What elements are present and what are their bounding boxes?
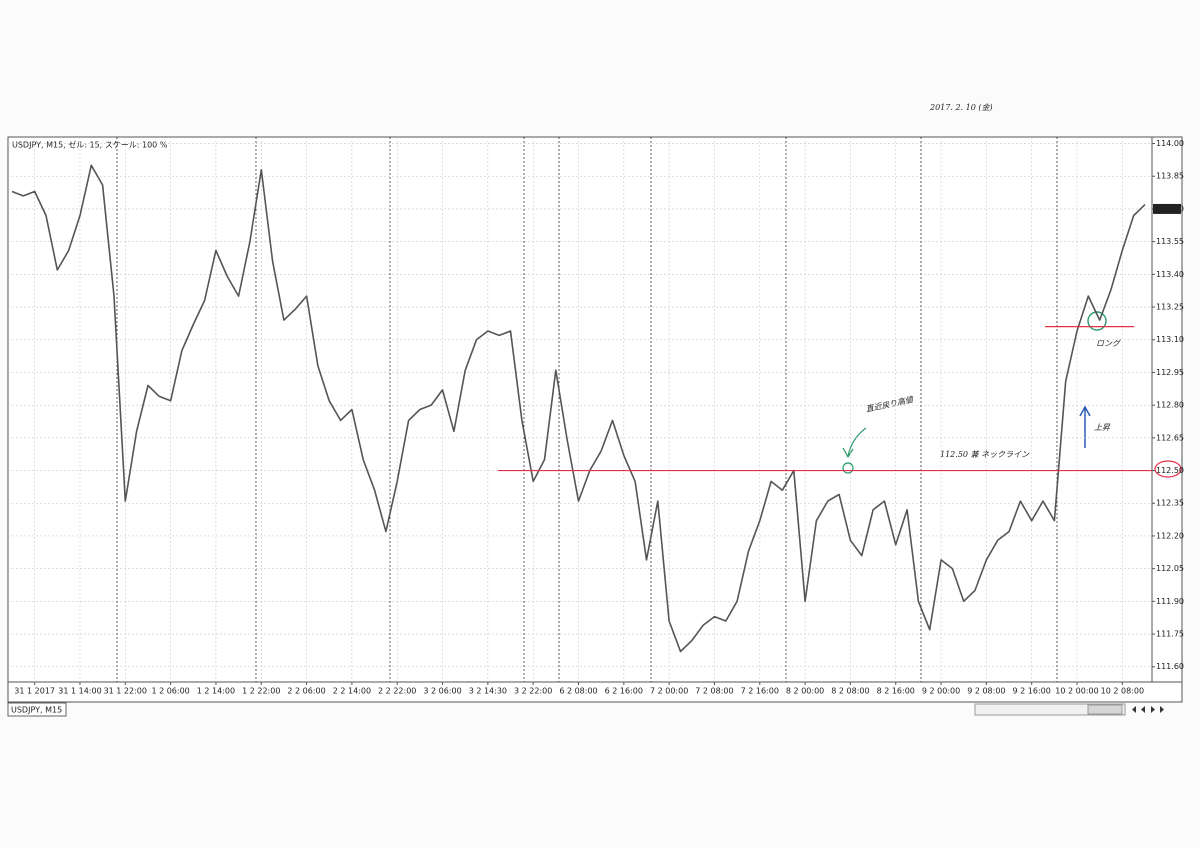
annotation-arrow bbox=[1079, 405, 1091, 448]
annotation-circle bbox=[1087, 311, 1107, 331]
y-tick-label: 113.10 bbox=[1156, 335, 1184, 344]
y-tick-label: 112.35 bbox=[1156, 499, 1184, 508]
x-tick-label: 7 2 00:00 bbox=[650, 687, 688, 696]
y-tick-label: 112.80 bbox=[1156, 401, 1184, 410]
x-tick-label: 7 2 16:00 bbox=[741, 687, 779, 696]
x-tick-label: 2 2 14:00 bbox=[333, 687, 371, 696]
y-tick-label: 111.60 bbox=[1156, 662, 1184, 671]
y-tick-label: 112.50 bbox=[1156, 466, 1184, 475]
y-tick-label: 113.25 bbox=[1156, 303, 1184, 312]
annotation-circle bbox=[842, 462, 854, 474]
x-tick-label: 31 1 14:00 bbox=[58, 687, 101, 696]
x-tick-label: 2 2 22:00 bbox=[378, 687, 416, 696]
x-tick-label: 31 1 22:00 bbox=[104, 687, 147, 696]
x-tick-label: 2 2 06:00 bbox=[287, 687, 325, 696]
scroll-buttons[interactable] bbox=[1132, 706, 1164, 713]
current-price-tag bbox=[1153, 203, 1181, 214]
x-tick-label: 3 2 06:00 bbox=[423, 687, 461, 696]
annotation-arrow bbox=[842, 427, 867, 459]
reference-label: ロング bbox=[1096, 339, 1122, 348]
plot-area bbox=[7, 136, 1153, 683]
x-tick-label: 3 2 22:00 bbox=[514, 687, 552, 696]
y-tick-label: 113.85 bbox=[1156, 172, 1184, 181]
scroll-thumb[interactable] bbox=[1087, 704, 1123, 715]
y-tick-label: 114.00 bbox=[1156, 139, 1184, 148]
y-tick-label: 112.20 bbox=[1156, 531, 1184, 540]
x-tick-label: 1 2 06:00 bbox=[151, 687, 189, 696]
reference-label: 112.50 兼 ネックライン bbox=[940, 450, 1030, 459]
y-tick-label: 113.70 bbox=[1156, 204, 1184, 213]
tab[interactable] bbox=[7, 702, 67, 717]
annotation: 上昇 bbox=[1094, 423, 1111, 432]
x-tick-label: 8 2 16:00 bbox=[877, 687, 915, 696]
y-tick-label: 113.40 bbox=[1156, 270, 1184, 279]
price-axis bbox=[1151, 136, 1183, 683]
x-tick-label: 9 2 00:00 bbox=[922, 687, 960, 696]
price-line bbox=[11, 164, 1146, 653]
x-tick-label: 7 2 08:00 bbox=[695, 687, 733, 696]
x-tick-label: 8 2 00:00 bbox=[786, 687, 824, 696]
y-tick-label: 111.75 bbox=[1156, 630, 1184, 639]
x-tick-label: 10 2 08:00 bbox=[1101, 687, 1144, 696]
scrollbar[interactable] bbox=[974, 703, 1126, 716]
y-tick-label: 111.90 bbox=[1156, 597, 1184, 606]
x-tick-label: 31 1 2017 bbox=[14, 687, 55, 696]
y-tick-label: 113.55 bbox=[1156, 237, 1184, 246]
x-tick-label: 1 2 14:00 bbox=[197, 687, 235, 696]
x-tick-label: 8 2 08:00 bbox=[831, 687, 869, 696]
annotation-circle bbox=[1154, 460, 1182, 478]
tab-label: USDJPY, M15 bbox=[11, 706, 62, 715]
x-tick-label: 6 2 16:00 bbox=[605, 687, 643, 696]
annotation: 2017. 2. 10 (金) bbox=[929, 103, 993, 112]
y-tick-label: 112.95 bbox=[1156, 368, 1184, 377]
x-tick-label: 10 2 00:00 bbox=[1055, 687, 1098, 696]
x-tick-label: 6 2 08:00 bbox=[559, 687, 597, 696]
x-tick-label: 9 2 08:00 bbox=[967, 687, 1005, 696]
x-tick-label: 1 2 22:00 bbox=[242, 687, 280, 696]
y-tick-label: 112.05 bbox=[1156, 564, 1184, 573]
chart-title: USDJPY, M15, ゼル: 15, スケール: 100 % bbox=[12, 140, 168, 150]
y-tick-label: 112.65 bbox=[1156, 433, 1184, 442]
time-axis bbox=[7, 681, 1183, 703]
x-tick-label: 9 2 16:00 bbox=[1013, 687, 1051, 696]
x-tick-label: 3 2 14:30 bbox=[469, 687, 507, 696]
